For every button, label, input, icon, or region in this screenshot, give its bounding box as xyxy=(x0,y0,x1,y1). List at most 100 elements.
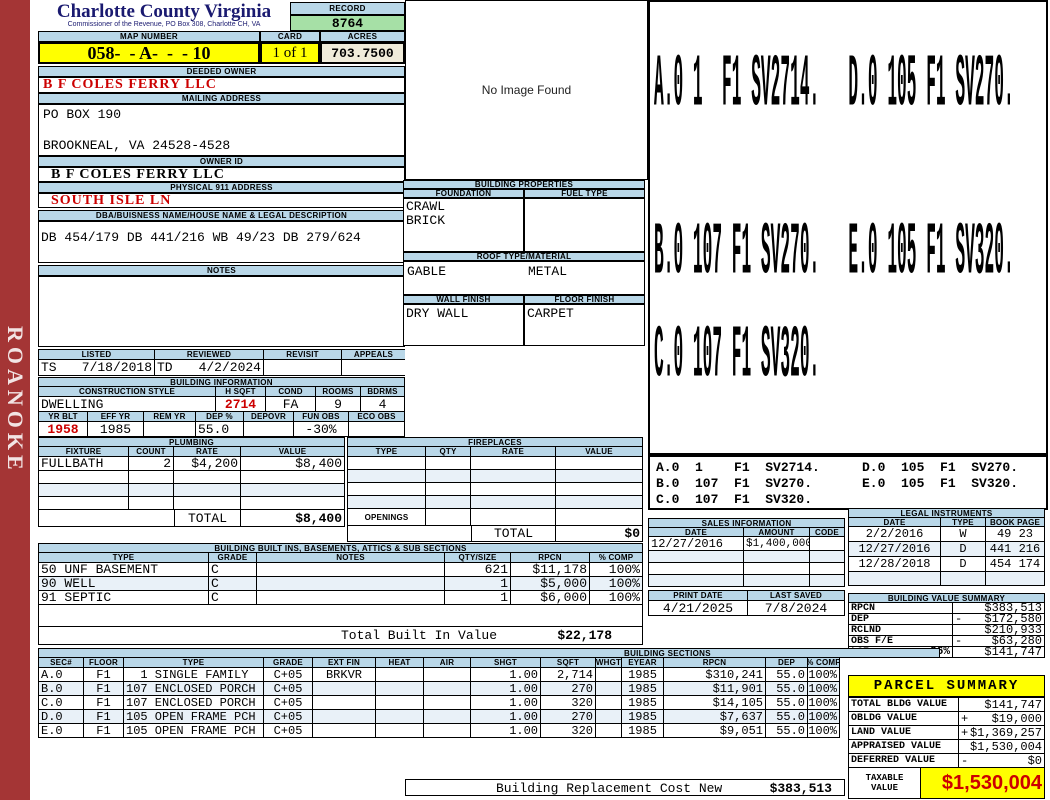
listed-header: LISTED xyxy=(39,350,155,360)
empty-cell xyxy=(471,509,556,526)
fireplaces-table: TYPE QTY RATE VALUE OPENINGS TOTAL $0 xyxy=(347,447,643,542)
sec-cell: F1 xyxy=(84,724,124,738)
print-date-value: 4/21/2025 xyxy=(649,601,748,616)
empty-cell xyxy=(986,572,1044,586)
bi-notes xyxy=(257,577,445,591)
roof-type-value: GABLE xyxy=(407,264,447,279)
legend-entry: B.0 107 F1 SV270. xyxy=(656,476,813,491)
sec-cell: 1985 xyxy=(622,724,664,738)
reviewed-value: TD 4/2/2024 xyxy=(155,360,264,376)
sec-cell: 1.00 xyxy=(471,682,541,696)
sec-cell xyxy=(424,696,471,710)
sec-cell: C+05 xyxy=(264,710,313,724)
fireplaces-blank-row xyxy=(348,457,642,470)
plumbing-total-label: TOTAL xyxy=(174,510,241,527)
sketch-label-line: C.0 107 F1 SV320. xyxy=(654,318,820,400)
building-info-table: CONSTRUCTION STYLE H SQFT COND ROOMS BDR… xyxy=(38,387,405,437)
bi-notes xyxy=(257,563,445,577)
bvs-value: $63,280 xyxy=(991,636,1042,647)
building-sections-header-bar: BUILDING SECTIONS xyxy=(38,648,940,658)
sec-cell: E.0 xyxy=(39,724,84,738)
building-section-row: E.0 F1 105 OPEN FRAME PCH C+05 1.00 320 … xyxy=(39,724,839,738)
empty-cell xyxy=(129,471,174,484)
fuel-type-box xyxy=(524,198,645,252)
parcel-label: DEFERRED VALUE xyxy=(849,754,959,768)
empty-cell xyxy=(744,551,810,563)
mailing-line-2: BROOKNEAL, VA 24528-4528 xyxy=(43,138,231,153)
sec-cell: 55.0 xyxy=(766,724,808,738)
fuel-type-header-bar: FUEL TYPE xyxy=(524,189,645,198)
value-header: VALUE xyxy=(241,447,344,457)
bi-comp: 100% xyxy=(590,591,642,605)
deppct-header: DEP % xyxy=(196,412,244,422)
empty-cell xyxy=(849,572,941,586)
empty-cell xyxy=(174,497,241,510)
physical-address-value: SOUTH ISLE LN xyxy=(38,193,410,208)
hsqft-value: 2714 xyxy=(216,397,266,412)
sec-cell: 55.0 xyxy=(766,682,808,696)
fixture-value: FULLBATH xyxy=(39,457,129,471)
sec-cell: 1985 xyxy=(622,696,664,710)
revisit-value xyxy=(264,360,342,376)
parcel-op: - xyxy=(961,754,969,768)
sec-cell xyxy=(313,696,376,710)
plumbing-total-row: TOTAL $8,400 xyxy=(39,510,344,527)
bvs-value-cell: $141,747 xyxy=(953,647,1044,658)
wall-finish-header-bar: WALL FINISH xyxy=(403,295,524,304)
legend-entry: D.0 105 F1 SV270. xyxy=(862,460,1019,475)
sales-row: 12/27/2016 $1,400,000 xyxy=(649,537,844,551)
parcel-label: LAND VALUE xyxy=(849,726,959,740)
empty-cell xyxy=(556,496,642,509)
wall-finish-box: DRY WALL xyxy=(403,304,524,346)
bdrms-value: 4 xyxy=(361,397,404,412)
parcel-value: $19,000 xyxy=(991,712,1042,726)
bvs-value: $383,513 xyxy=(984,603,1042,614)
sec-cell xyxy=(376,682,424,696)
sec-header: SHGT xyxy=(471,658,541,668)
builtins-row: 91 SEPTIC C 1 $6,000 100% xyxy=(39,591,642,605)
sec-cell: 320 xyxy=(541,696,596,710)
county-title: Charlotte County Virginia xyxy=(56,1,272,22)
legal-book-header: BOOK PAGE xyxy=(986,518,1044,527)
builtins-row: 90 WELL C 1 $5,000 100% xyxy=(39,577,642,591)
bvs-label: RPCN xyxy=(849,603,953,614)
legal-table: DATE TYPE BOOK PAGE 2/2/2016 W 49 23 12/… xyxy=(848,518,1045,586)
sec-cell xyxy=(376,668,424,682)
bvs-label: OBS F/E xyxy=(849,636,953,647)
rate-header: RATE xyxy=(174,447,241,457)
empty-cell xyxy=(810,551,844,563)
empty-cell xyxy=(39,497,129,510)
reviewed-date: 4/2/2024 xyxy=(198,360,261,375)
empty-cell xyxy=(174,484,241,497)
legal-book: 454 174 xyxy=(986,557,1044,572)
print-date-header: PRINT DATE xyxy=(649,591,748,601)
mailing-address-header-bar: MAILING ADDRESS xyxy=(38,93,405,104)
sec-cell: 320 xyxy=(541,724,596,738)
sec-cell xyxy=(596,724,622,738)
building-sections-table: SEC# FLOOR TYPE GRADE EXT FIN HEAT AIR S… xyxy=(38,658,840,738)
bi-qty: 1 xyxy=(445,591,511,605)
parcel-row: DEFERRED VALUE - $0 xyxy=(849,754,1044,768)
taxable-label-line: TAXABLE xyxy=(865,773,904,783)
bvs-op: - xyxy=(955,636,963,647)
bi-type-header: TYPE xyxy=(39,553,209,563)
parcel-value-cell: - $0 xyxy=(959,754,1044,768)
openings-label: OPENINGS xyxy=(348,509,426,526)
empty-cell xyxy=(649,575,744,587)
revisit-header: REVISIT xyxy=(264,350,342,360)
empty-cell xyxy=(649,563,744,575)
bvs-row: RCLND $210,933 xyxy=(849,625,1044,636)
bvs-value-cell: $210,933 xyxy=(953,625,1044,636)
sec-cell xyxy=(424,710,471,724)
bvs-label: DEP xyxy=(849,614,953,625)
legal-type: W xyxy=(941,527,986,542)
legal-date: 12/28/2018 xyxy=(849,557,941,572)
sec-cell: 107 ENCLOSED PORCH xyxy=(124,696,264,710)
plumbing-row: FULLBATH 2 $4,200 $8,400 xyxy=(39,457,344,471)
empty-cell xyxy=(241,471,344,484)
taxable-value-row: TAXABLE VALUE $1,530,004 xyxy=(849,768,1044,799)
sec-header: AIR xyxy=(424,658,471,668)
deeded-owner-value: B F COLES FERRY LLC xyxy=(38,77,405,93)
sec-cell: 105 OPEN FRAME PCH xyxy=(124,724,264,738)
jurisdiction-label: ROANOKE xyxy=(3,325,28,475)
